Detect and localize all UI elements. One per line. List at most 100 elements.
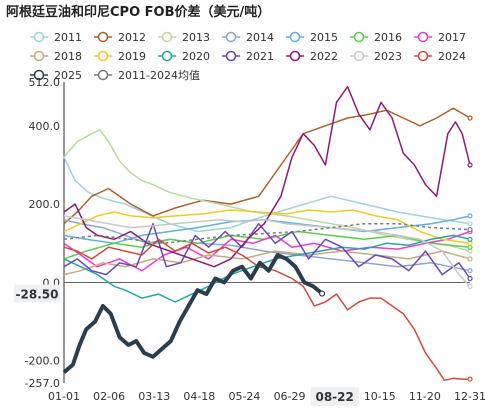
series-line: [62, 253, 324, 374]
series-line: [63, 219, 471, 272]
series-line: [63, 107, 471, 225]
x-tick-label: 05-24: [228, 390, 260, 403]
legend-label: 2018: [54, 50, 82, 63]
series-line: [63, 85, 471, 268]
legend-item[interactable]: 2011-2024均值: [94, 69, 200, 82]
x-tick-label: 01-01: [48, 390, 80, 403]
series-line: [63, 156, 471, 233]
legend-label: 2014: [246, 31, 274, 44]
x-readout: 08-22: [310, 387, 359, 406]
legend-item[interactable]: 2012: [94, 31, 146, 44]
series-end-marker: [467, 376, 473, 382]
x-tick-label: 06-29: [274, 390, 306, 403]
x-tick-label: 12-31: [454, 390, 485, 403]
legend-item[interactable]: 2013: [158, 31, 210, 44]
legend-label: 2017: [438, 31, 466, 44]
legend-swatch-marker: [225, 50, 237, 62]
y-readout-box: [14, 284, 60, 303]
legend-item[interactable]: 2020: [158, 50, 210, 63]
legend-label: 2015: [310, 31, 338, 44]
legend-label: 2025: [54, 69, 82, 82]
series-end-marker: [318, 290, 326, 297]
legend: 2011 2012 2013 2014 2015 2016 2017 2018 2019 2020…: [30, 31, 466, 82]
series-line: [63, 250, 471, 276]
series-end-marker: [467, 115, 473, 121]
legend-item[interactable]: 2017: [414, 31, 466, 44]
legend-swatch-marker: [161, 50, 173, 62]
y-min-label: -257.0: [25, 377, 60, 390]
legend-label: 2022: [310, 50, 338, 63]
x-readout-box: [310, 387, 359, 406]
x-tick-label: 10-15: [364, 390, 396, 403]
legend-swatch-marker: [33, 31, 45, 43]
series-line: [63, 234, 471, 303]
legend-swatch-marker: [353, 50, 365, 62]
series-line: [63, 230, 471, 272]
series-end-marker: [467, 256, 473, 262]
legend-item[interactable]: 2019: [94, 50, 146, 63]
series-line: [63, 230, 471, 260]
legend-label: 2024: [438, 50, 466, 63]
series-line: [63, 129, 471, 252]
legend-item[interactable]: 2015: [286, 31, 338, 44]
legend-label: 2021: [246, 50, 274, 63]
legend-swatch-marker: [161, 31, 173, 43]
legend-item[interactable]: 2016: [350, 31, 402, 44]
chart-title: 阿根廷豆油和印尼CPO FOB价差（美元/吨）: [6, 4, 270, 20]
legend-label: 2019: [118, 50, 146, 63]
series-line: [63, 222, 471, 245]
legend-swatch-marker: [33, 50, 45, 62]
legend-label: 2016: [374, 31, 402, 44]
labels-layer: -28.50 08-22: [14, 284, 359, 406]
legend-item[interactable]: 2011: [30, 31, 82, 44]
legend-swatch-marker: [97, 31, 109, 43]
legend-item[interactable]: 2022: [286, 50, 338, 63]
legend-swatch-marker: [225, 31, 237, 43]
series-line: [63, 209, 471, 245]
series-end-marker: [467, 283, 473, 289]
legend-item[interactable]: 2023: [350, 50, 402, 63]
legend-swatch-marker: [289, 50, 301, 62]
series-layer: [62, 85, 473, 382]
series-end-marker: [467, 221, 473, 227]
legend-swatch-marker: [417, 50, 429, 62]
legend-swatch-marker: [289, 31, 301, 43]
legend-label: 2023: [374, 50, 402, 63]
series-end-marker: [467, 226, 473, 233]
legend-label: 2020: [182, 50, 210, 63]
legend-swatch-marker: [33, 69, 45, 81]
legend-item[interactable]: 2024: [414, 50, 466, 63]
series-end-marker: [467, 236, 473, 242]
series-end-marker: [467, 268, 473, 274]
series-end-marker: [467, 213, 473, 219]
x-tick-label: 02-06: [93, 390, 125, 403]
legend-label: 2011: [54, 31, 82, 44]
y-tick-label: -200.0: [25, 355, 60, 368]
legend-swatch-marker: [97, 50, 109, 62]
legend-item[interactable]: 2021: [222, 50, 274, 63]
legend-item[interactable]: 2014: [222, 31, 274, 44]
series-line: [63, 215, 471, 287]
legend-label: 2011-2024均值: [118, 69, 200, 82]
legend-swatch-marker: [417, 31, 429, 43]
series-end-marker: [467, 162, 473, 168]
y-tick-label: 200.0: [29, 198, 61, 211]
y-tick-label: 400.0: [29, 120, 61, 133]
legend-swatch-marker: [353, 31, 365, 43]
series-end-marker: [467, 275, 473, 282]
y-readout-text: -28.50: [16, 288, 59, 302]
legend-item[interactable]: 2025: [30, 69, 82, 82]
y-readout: -28.50: [14, 284, 60, 303]
x-readout-text: 08-22: [315, 390, 353, 404]
y-max-label: 512.0: [29, 76, 61, 89]
legend-item[interactable]: 2018: [30, 50, 82, 63]
legend-swatch-marker: [97, 69, 109, 81]
legend-label: 2013: [182, 31, 210, 44]
x-tick-label: 04-18: [183, 390, 215, 403]
series-line: [63, 222, 471, 279]
legend-label: 2012: [118, 31, 146, 44]
x-tick-label: 11-20: [409, 390, 441, 403]
